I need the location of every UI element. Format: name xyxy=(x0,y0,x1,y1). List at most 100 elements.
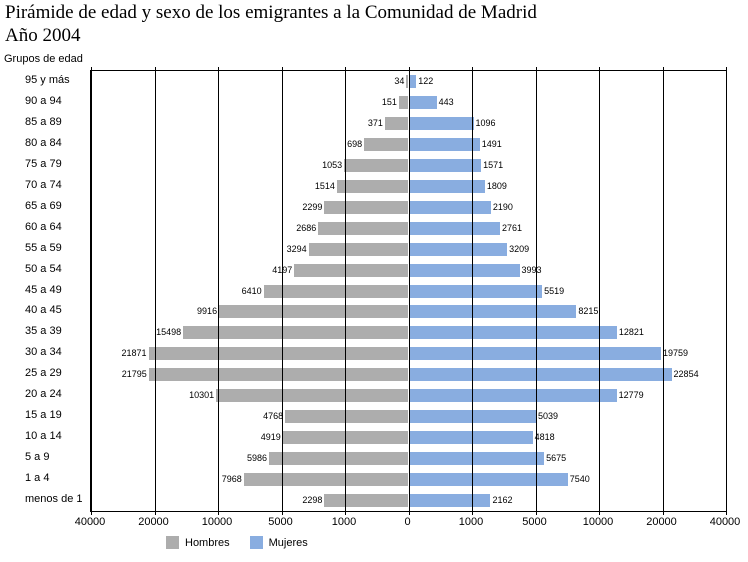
bar-hombres xyxy=(219,305,409,319)
bar-value-hombres: 4768 xyxy=(263,411,284,422)
bar-mujeres xyxy=(408,368,672,382)
x-axis-tick-label: 1000 xyxy=(458,516,484,528)
legend-item-mujeres: Mujeres xyxy=(249,536,308,549)
bar-hombres xyxy=(336,179,409,193)
y-axis-caption: Grupos de edad xyxy=(4,53,83,65)
bar-mujeres xyxy=(408,116,474,130)
bar-value-hombres: 1053 xyxy=(322,159,343,170)
bar-hombres xyxy=(308,242,409,256)
gridline xyxy=(726,67,727,515)
age-group-label: 20 a 24 xyxy=(25,388,62,401)
x-axis-tick-label: 20000 xyxy=(138,516,169,528)
bar-hombres xyxy=(243,473,409,487)
bar-hombres xyxy=(406,74,409,88)
bar-value-hombres: 151 xyxy=(381,96,397,107)
chart-subtitle: Año 2004 xyxy=(5,25,81,46)
bar-hombres xyxy=(344,158,409,172)
bar-value-hombres: 2686 xyxy=(296,222,317,233)
gridline xyxy=(281,67,283,515)
bar-value-hombres: 15498 xyxy=(156,327,182,338)
bar-value-mujeres: 7540 xyxy=(569,474,590,485)
bar-hombres xyxy=(148,347,409,361)
x-axis-tick-label: 10000 xyxy=(201,516,233,528)
legend-label: Hombres xyxy=(185,536,230,549)
bar-value-hombres: 2299 xyxy=(302,201,323,212)
bar-hombres xyxy=(183,326,409,340)
gridline xyxy=(599,67,600,515)
bar-value-hombres: 21871 xyxy=(121,348,147,359)
x-axis-tick-label: 5000 xyxy=(268,516,293,528)
bar-value-mujeres: 5519 xyxy=(544,285,565,296)
bar-value-mujeres: 122 xyxy=(418,75,434,86)
bar-value-mujeres: 2162 xyxy=(492,495,513,506)
bar-hombres xyxy=(268,452,409,466)
bar-mujeres xyxy=(408,284,543,298)
bar-value-hombres: 3294 xyxy=(286,243,307,254)
bar-value-hombres: 9916 xyxy=(197,306,218,317)
bar-mujeres xyxy=(408,221,500,235)
bar-value-mujeres: 1809 xyxy=(486,180,507,191)
age-group-label: 35 a 39 xyxy=(25,325,62,338)
gridline xyxy=(535,67,537,515)
bar-value-mujeres: 3993 xyxy=(521,264,542,275)
x-axis-tick-label: 40000 xyxy=(709,516,741,528)
bar-mujeres xyxy=(408,158,482,172)
bar-mujeres xyxy=(408,95,437,109)
bar-mujeres xyxy=(408,200,491,214)
x-axis-tick-label: 1000 xyxy=(331,516,357,528)
x-axis-tick-label: 0 xyxy=(404,516,411,528)
bar-hombres xyxy=(324,494,409,508)
bar-hombres xyxy=(324,200,409,214)
bar-mujeres xyxy=(408,347,661,361)
bar-hombres xyxy=(263,284,409,298)
bar-value-mujeres: 8215 xyxy=(578,306,599,317)
bar-value-hombres: 7968 xyxy=(221,474,242,485)
bar-mujeres xyxy=(408,389,617,403)
age-group-label: 80 a 84 xyxy=(25,136,62,149)
bar-hombres xyxy=(294,263,409,277)
bar-value-mujeres: 12821 xyxy=(618,327,644,338)
age-group-label: 70 a 74 xyxy=(25,178,62,191)
age-group-label: 40 a 45 xyxy=(25,304,62,317)
bar-value-mujeres: 22854 xyxy=(673,369,699,380)
bar-value-hombres: 1514 xyxy=(314,180,335,191)
age-group-label: 90 a 94 xyxy=(25,94,62,107)
age-group-label: 15 a 19 xyxy=(25,409,62,422)
bar-value-mujeres: 1096 xyxy=(475,117,496,128)
age-group-label: menos de 1 xyxy=(25,493,83,506)
bar-value-mujeres: 2761 xyxy=(501,222,522,233)
bar-value-hombres: 5986 xyxy=(246,453,267,464)
gridline xyxy=(218,67,219,515)
bar-value-hombres: 698 xyxy=(347,138,363,149)
chart-title-block: Pirámide de edad y sexo de los emigrante… xyxy=(5,1,537,47)
bar-value-mujeres: 4818 xyxy=(534,432,555,443)
age-group-label: 85 a 89 xyxy=(25,115,62,128)
bar-hombres xyxy=(384,116,409,130)
bar-value-mujeres: 3209 xyxy=(509,243,530,254)
bar-mujeres xyxy=(408,305,577,319)
bar-value-hombres: 6410 xyxy=(241,285,262,296)
age-group-label: 10 a 14 xyxy=(25,430,62,443)
bar-mujeres xyxy=(408,179,485,193)
age-group-label: 60 a 64 xyxy=(25,220,62,233)
x-axis-tick-label: 5000 xyxy=(522,516,547,528)
bar-value-mujeres: 1571 xyxy=(483,159,504,170)
gridline xyxy=(154,67,156,515)
bar-value-hombres: 371 xyxy=(367,117,383,128)
bar-hombres xyxy=(148,368,409,382)
age-group-label: 5 a 9 xyxy=(25,451,50,464)
bar-value-mujeres: 2190 xyxy=(492,201,513,212)
bar-mujeres xyxy=(408,242,508,256)
bar-value-hombres: 2298 xyxy=(302,495,323,506)
gridline xyxy=(472,67,473,515)
legend-item-hombres: Hombres xyxy=(166,536,230,549)
bar-hombres xyxy=(285,410,409,424)
bar-value-mujeres: 5675 xyxy=(546,453,567,464)
bar-value-mujeres: 5039 xyxy=(537,411,559,422)
bar-mujeres xyxy=(408,137,480,151)
bar-value-hombres: 4919 xyxy=(260,432,281,443)
age-group-label: 1 a 4 xyxy=(25,472,50,485)
bar-value-mujeres: 12779 xyxy=(618,390,644,401)
age-group-label: 65 a 69 xyxy=(25,199,62,212)
